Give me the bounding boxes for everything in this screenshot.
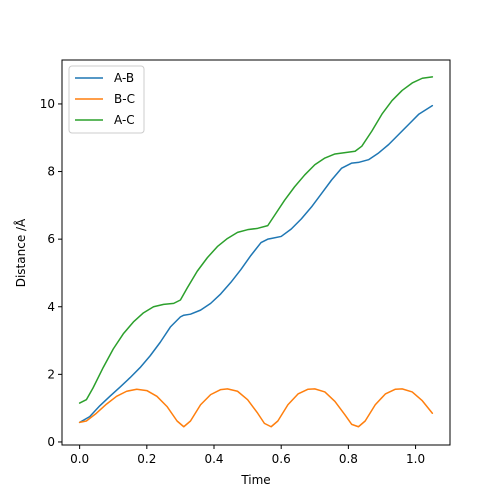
- x-axis-ticks: 0.0 0.2 0.4 0.6 0.8 1.0: [70, 445, 425, 466]
- plot-area-frame: [61, 59, 451, 446]
- y-tick-label: 10: [40, 97, 55, 111]
- legend-label-b-c: B-C: [114, 92, 135, 106]
- legend-box: [68, 65, 145, 134]
- series-layer: [78, 76, 434, 428]
- y-tick-label: 8: [47, 165, 55, 179]
- y-tick-label: 2: [47, 367, 55, 381]
- y-axis-ticks: 0 2 4 6 8 10: [40, 97, 62, 449]
- y-tick-label: 4: [47, 300, 55, 314]
- y-tick-label: 6: [47, 232, 55, 246]
- x-tick-label: 0.6: [272, 452, 291, 466]
- x-tick-label: 1.0: [406, 452, 425, 466]
- y-axis-label: Distance /Å: [13, 218, 28, 287]
- legend-label-a-b: A-B: [114, 71, 134, 85]
- y-tick-label: 0: [47, 435, 55, 449]
- legend-label-a-c: A-C: [114, 113, 135, 127]
- x-tick-label: 0.2: [137, 452, 156, 466]
- legend: A-B B-C A-C: [68, 65, 145, 134]
- x-tick-label: 0.0: [70, 452, 89, 466]
- x-tick-label: 0.4: [204, 452, 223, 466]
- x-axis-label: Time: [240, 473, 270, 487]
- series-line-a-c: [78, 76, 434, 404]
- x-tick-label: 0.8: [339, 452, 358, 466]
- series-line-b-c: [78, 388, 434, 428]
- series-line-a-b: [78, 104, 434, 424]
